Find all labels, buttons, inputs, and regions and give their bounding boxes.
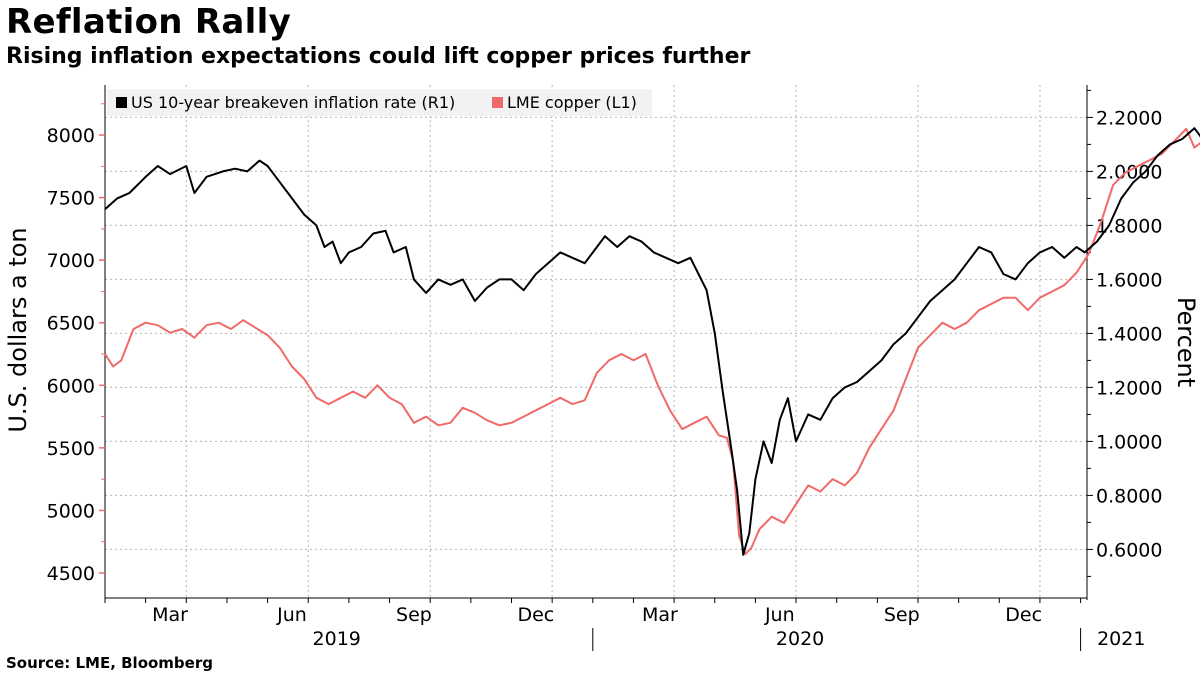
gridlines <box>105 85 1087 598</box>
left-axis-tick-label: 6000 <box>47 375 95 397</box>
x-axis-year-label: 2021 <box>1097 628 1145 650</box>
legend-swatch-breakeven <box>116 97 127 108</box>
x-axis-month-label: Sep <box>884 604 920 626</box>
right-axis-tick-label: 2.0000 <box>1096 161 1162 183</box>
ticks: 0.6000 0.8000 1.0000 1.2000 1.4000 1.6000 1.80… <box>47 89 1162 651</box>
right-axis-tick-label: 2.2000 <box>1096 107 1162 129</box>
x-axis-month-label: Mar <box>152 604 188 626</box>
x-axis-month-label: Mar <box>642 604 678 626</box>
left-axis-tick-label: 5000 <box>47 500 95 522</box>
y-axis-right-label: Percent <box>1172 297 1200 387</box>
legend-swatch-copper <box>492 97 503 108</box>
right-axis-tick-label: 0.8000 <box>1096 485 1162 507</box>
series <box>104 127 1200 556</box>
left-axis-tick-label: 7000 <box>47 250 95 272</box>
y-axis-left-label: U.S. dollars a ton <box>4 227 32 432</box>
chart-title: Reflation Rally <box>6 2 292 42</box>
series-line-breakeven-inflation <box>104 127 1200 556</box>
left-axis-tick-label: 8000 <box>47 125 95 147</box>
right-axis-tick-label: 1.2000 <box>1096 377 1162 399</box>
left-axis-tick-label: 7500 <box>47 188 95 210</box>
left-axis-tick-label: 6500 <box>47 313 95 335</box>
x-axis-month-label: Dec <box>1005 604 1042 626</box>
x-axis-year-label: 2020 <box>776 628 824 650</box>
right-axis-tick-label: 1.8000 <box>1096 215 1162 237</box>
right-axis-tick-label: 1.4000 <box>1096 323 1162 345</box>
right-axis-tick-label: 1.6000 <box>1096 269 1162 291</box>
series-line-lme-copper <box>104 127 1200 556</box>
right-axis-tick-label: 0.6000 <box>1096 539 1162 561</box>
left-axis-tick-label: 4500 <box>47 563 95 585</box>
legend: US 10-year breakeven inflation rate (R1)… <box>107 89 652 116</box>
chart-subtitle: Rising inflation expectations could lift… <box>6 44 751 69</box>
x-axis-month-label: Dec <box>517 604 554 626</box>
source-note: Source: LME, Bloomberg <box>6 654 213 672</box>
x-axis-month-label: Jun <box>276 604 307 626</box>
left-axis-tick-label: 5500 <box>47 438 95 460</box>
right-axis-tick-label: 1.0000 <box>1096 431 1162 453</box>
legend-label-copper: LME copper (L1) <box>507 93 637 112</box>
x-axis-year-label: 2019 <box>313 628 361 650</box>
x-axis-month-label: Jun <box>764 604 795 626</box>
legend-background <box>107 89 652 116</box>
axes <box>104 85 1088 600</box>
x-axis-month-label: Sep <box>396 604 432 626</box>
legend-label-breakeven: US 10-year breakeven inflation rate (R1) <box>131 93 455 112</box>
